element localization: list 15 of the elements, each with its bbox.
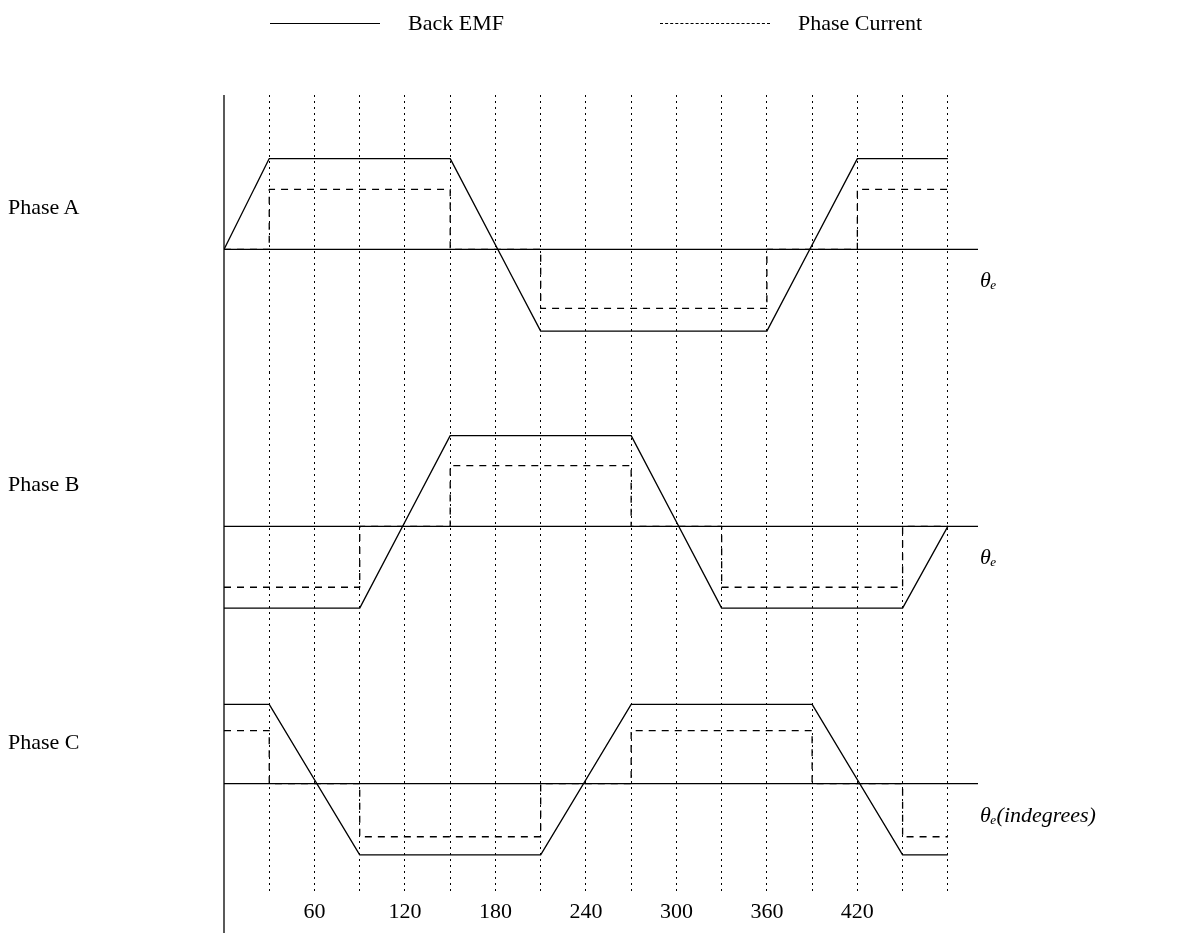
x-tick-label: 180 [478,897,512,923]
x-tick-label: 60 [303,897,326,923]
legend-label: Phase Current [798,10,923,36]
x-tick-label: 420 [840,897,874,923]
y-axis-title: Phase B [8,471,80,498]
x-axis-title: θₑ [980,267,997,294]
y-axis-title: Phase A [8,194,80,221]
x-tick-label: 300 [659,897,693,923]
x-axis-title: θₑ [980,544,997,571]
legend-label: Back EMF [408,10,504,36]
y-axis-title: Phase C [8,728,80,755]
x-axis-title: θₑ(indegrees) [980,801,1096,828]
x-tick-label: 360 [750,897,784,923]
x-tick-label: 240 [569,897,603,923]
x-tick-label: 120 [388,897,422,923]
